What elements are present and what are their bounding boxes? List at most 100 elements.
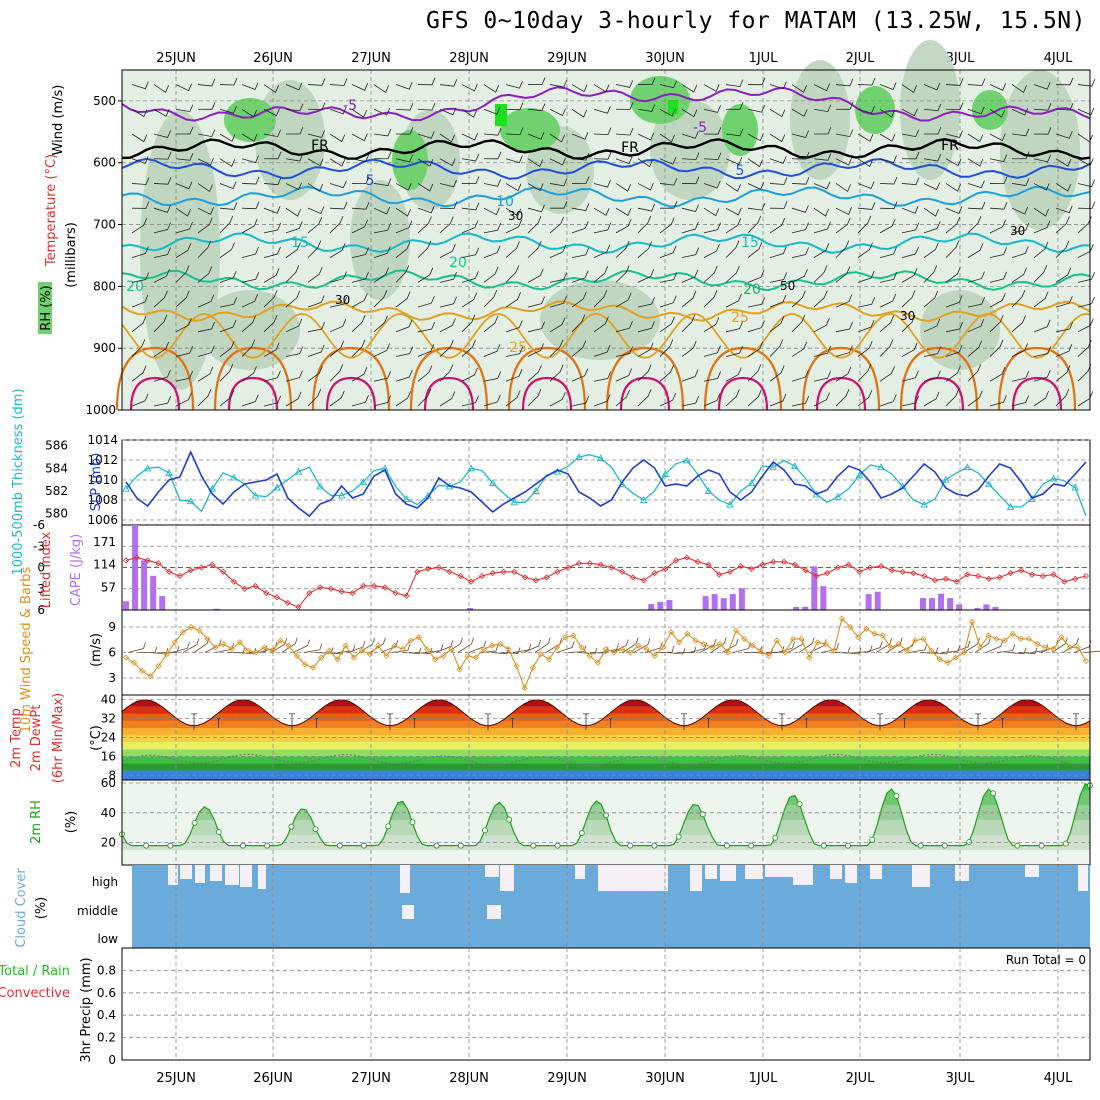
thickness-point-20 [337,491,346,499]
cape-bar-60 [666,600,673,610]
barb [659,339,674,357]
wind-point-56 [578,644,585,651]
isotherm-1 [121,137,1091,160]
barb [461,108,477,118]
wind-point-114 [1050,646,1057,653]
wind-point-65 [651,652,658,659]
barb [725,346,743,357]
wind-point-47 [505,646,512,653]
thickness-point-26 [402,494,411,502]
wind-point-112 [1034,640,1041,648]
barb [681,176,700,185]
rh2m-point-55 [385,823,392,830]
barb [1033,291,1049,308]
barb [395,241,411,258]
li-point-34 [489,570,496,577]
barb [835,266,851,283]
barb [505,207,522,217]
barb [351,339,366,357]
barb [286,126,304,135]
barb [659,157,677,165]
barb [769,133,786,143]
barb [527,183,544,192]
barb [1055,205,1073,214]
wind-point-107 [993,635,1000,642]
cloud-gap-23 [1025,865,1039,877]
wind-point-36 [415,634,422,641]
rh2m-point-160 [893,793,900,800]
wind-point-17 [261,644,268,651]
barb [813,318,830,333]
cape-bar-65 [711,594,718,610]
li-point-6 [187,567,194,574]
barb [417,365,433,382]
rh-green-6 [972,90,1008,130]
barb [329,364,344,382]
barb [901,108,918,117]
wind-barb-65 [842,647,862,655]
barb [703,243,720,258]
barb [329,158,346,167]
barb [835,321,854,333]
barb [461,367,478,382]
barb [417,77,436,86]
barb [1033,241,1049,258]
barb [681,369,699,382]
slp-tick-0: 1014 [87,433,118,447]
barb [219,202,238,210]
barb [945,344,963,357]
barb [373,395,391,407]
barb [637,132,655,141]
minmax-whisker-7-0 [877,713,883,731]
rh2m-tick-2: 20 [101,836,116,850]
thickness-point-50 [661,470,670,477]
label-rh: RH (%) [39,285,54,330]
barb [924,126,942,135]
li-point-51 [673,557,680,564]
barb [747,182,765,190]
barb [219,297,238,308]
wind-point-16 [253,649,260,656]
barb [857,181,875,190]
cape-bar-89 [929,598,936,610]
barb [791,177,810,185]
wind-barb-2 [149,647,169,655]
barb [791,369,809,382]
wind-barb-48 [655,645,675,653]
barb [307,295,325,308]
barb [813,346,831,357]
barb [241,339,256,357]
cape-bar-91 [947,598,954,610]
thickness-point-60 [769,463,777,471]
wind-point-41 [456,666,463,673]
barb [791,290,806,308]
li-point-82 [1007,570,1014,577]
rh2m-point-130 [748,842,755,849]
wind-point-80 [773,637,780,644]
wind-tick-0: 9 [108,620,116,634]
barb [351,202,370,210]
thickness-tick-0: 586 [45,439,68,453]
barb [131,246,149,259]
wind-point-49 [521,685,528,692]
rh2m-point-170 [941,842,948,849]
wind-barb-5 [182,638,200,653]
barb [549,296,567,308]
wind-point-96 [903,647,911,654]
li-point-15 [284,599,291,606]
wind-barb-47 [644,641,663,653]
label-temp-units: (°C) [89,725,104,751]
barb [307,388,322,407]
bottom-date-2JUL: 2JUL [846,1071,876,1086]
barb [901,290,916,308]
cloud-gap-9 [500,865,514,891]
minmax-whisker-8-0 [975,713,981,731]
barb [725,218,742,234]
slp-thickness-panel: 586 584 582 580 1014 1012 1010 1008 1006 1000-500… [11,388,1091,576]
top-date-27JUN: 27JUN [351,51,391,66]
p1-tick-1: 600 [93,156,116,170]
barb [285,346,304,357]
wind-point-19 [277,637,284,644]
rh-label-1: 30 [335,293,350,307]
barb [373,107,391,116]
